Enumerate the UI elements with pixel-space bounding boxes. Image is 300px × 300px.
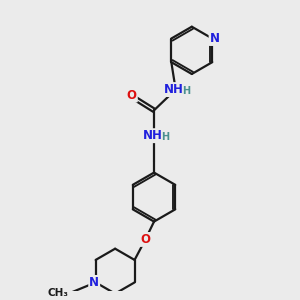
Text: H: H [161, 132, 169, 142]
Text: N: N [210, 32, 220, 45]
Text: O: O [127, 88, 137, 101]
Text: NH: NH [164, 83, 184, 96]
Text: NH: NH [143, 129, 163, 142]
Text: O: O [140, 233, 150, 246]
Text: N: N [89, 276, 99, 289]
Text: CH₃: CH₃ [48, 287, 69, 298]
Text: H: H [182, 86, 191, 96]
